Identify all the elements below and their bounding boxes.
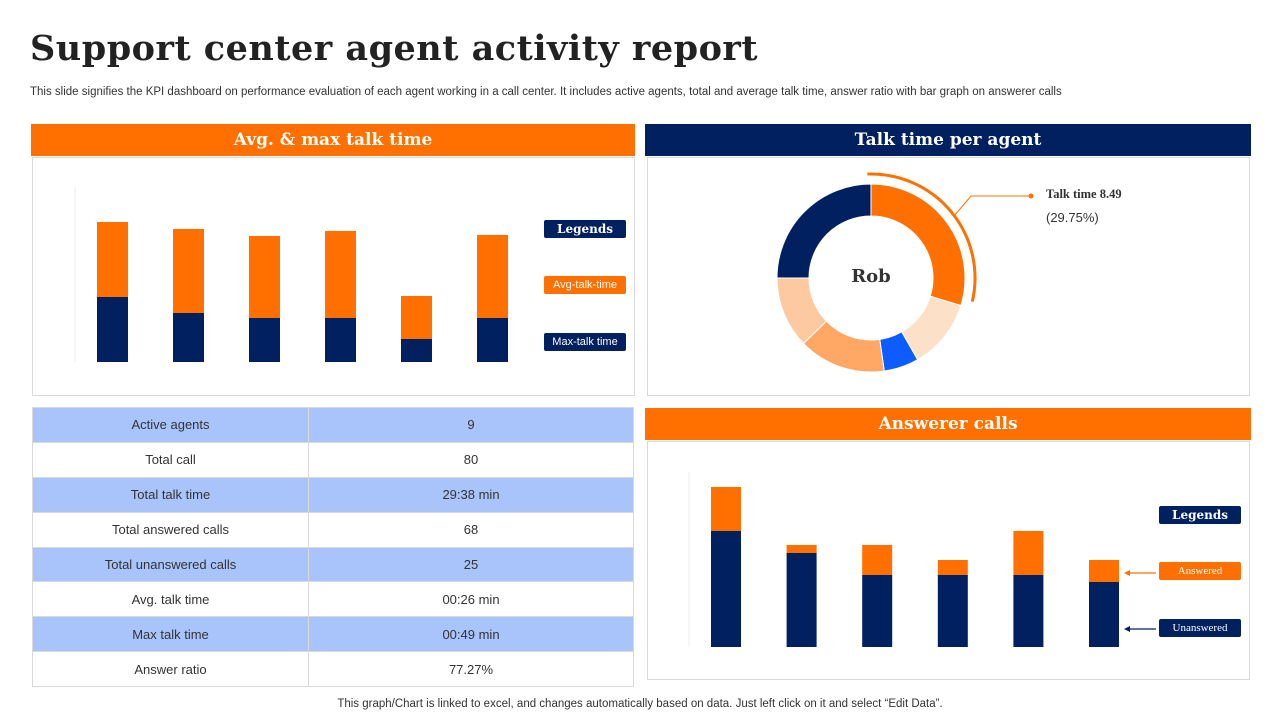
bar-max-talk-time bbox=[325, 318, 356, 362]
kpi-label: Max talk time bbox=[32, 616, 309, 653]
table-row: Total unanswered calls 25 bbox=[32, 546, 634, 583]
avg-max-panel: Legends Avg-talk-time Max-talk time bbox=[32, 157, 635, 396]
bar-max-talk-time bbox=[401, 339, 432, 362]
bar-unanswered bbox=[937, 575, 968, 647]
talk-time-panel: Rob Talk time 8.49 (29.75%) bbox=[647, 157, 1250, 396]
legend-title: Legends bbox=[544, 220, 626, 238]
bar-unanswered bbox=[786, 553, 817, 647]
table-row: Total call 80 bbox=[32, 441, 634, 478]
callout-label: Talk time 8.49 bbox=[1046, 187, 1122, 201]
highlight-arc bbox=[867, 172, 977, 302]
bar-max-talk-time bbox=[97, 297, 128, 362]
bar-avg-talk-time bbox=[173, 229, 204, 313]
kpi-value: 29:38 min bbox=[308, 476, 634, 513]
bar-answered bbox=[786, 545, 817, 553]
donut-slice bbox=[776, 183, 872, 279]
kpi-value: 77.27% bbox=[308, 651, 634, 688]
answerer-chart bbox=[688, 472, 1156, 647]
kpi-label: Total answered calls bbox=[32, 511, 309, 548]
bar-answered bbox=[937, 560, 968, 575]
table-row: Answer ratio 77.27% bbox=[32, 651, 634, 688]
kpi-value: 00:26 min bbox=[308, 581, 634, 618]
bar-max-talk-time bbox=[477, 318, 508, 362]
answerer-panel: Legends Answered Unanswered bbox=[647, 441, 1250, 680]
kpi-table: Active agents 9 Total call 80 Total talk tim… bbox=[32, 407, 634, 688]
table-row: Avg. talk time 00:26 min bbox=[32, 581, 634, 618]
kpi-value: 80 bbox=[308, 441, 634, 478]
table-row: Total answered calls 68 bbox=[32, 511, 634, 548]
bar-avg-talk-time bbox=[325, 231, 356, 318]
bar-unanswered bbox=[711, 531, 741, 647]
arrow-head-icon bbox=[1124, 626, 1130, 632]
bar-answered bbox=[711, 487, 741, 531]
legend-title: Legends bbox=[1159, 506, 1241, 524]
bar-unanswered bbox=[1013, 575, 1044, 647]
kpi-label: Avg. talk time bbox=[32, 581, 309, 618]
avg-max-header: Avg. & max talk time bbox=[31, 124, 635, 156]
talk-time-header: Talk time per agent bbox=[645, 124, 1251, 156]
page-title: Support center agent activity report bbox=[30, 28, 759, 69]
bar-avg-talk-time bbox=[97, 222, 128, 297]
bar-max-talk-time bbox=[249, 318, 280, 362]
answerer-header: Answerer calls bbox=[645, 408, 1251, 440]
kpi-value: 25 bbox=[308, 546, 634, 583]
bar-unanswered bbox=[1089, 582, 1119, 647]
donut-chart bbox=[776, 172, 1034, 373]
kpi-label: Active agents bbox=[32, 407, 309, 443]
kpi-label: Total unanswered calls bbox=[32, 546, 309, 583]
bar-answered bbox=[1089, 560, 1119, 582]
donut-center-label: Rob bbox=[851, 266, 891, 287]
kpi-label: Answer ratio bbox=[32, 651, 309, 688]
callout-dot bbox=[1028, 193, 1034, 199]
kpi-label: Total call bbox=[32, 441, 309, 478]
kpi-value: 00:49 min bbox=[308, 616, 634, 653]
table-row: Max talk time 00:49 min bbox=[32, 616, 634, 653]
callout-line bbox=[953, 195, 1031, 217]
arrow-head-icon bbox=[1124, 570, 1130, 576]
bar-avg-talk-time bbox=[477, 235, 508, 318]
bar-max-talk-time bbox=[173, 313, 204, 362]
legend-unanswered: Unanswered bbox=[1159, 619, 1241, 637]
bar-answered bbox=[862, 545, 893, 575]
kpi-value: 68 bbox=[308, 511, 634, 548]
bar-avg-talk-time bbox=[401, 296, 432, 339]
footer-note: This graph/Chart is linked to excel, and… bbox=[337, 698, 943, 710]
donut-slice bbox=[870, 183, 966, 307]
kpi-value: 9 bbox=[308, 407, 634, 443]
avg-max-chart bbox=[74, 187, 508, 362]
bar-avg-talk-time bbox=[249, 236, 280, 318]
bar-unanswered bbox=[862, 575, 893, 647]
table-row: Active agents 9 bbox=[32, 407, 634, 443]
legend-answered: Answered bbox=[1159, 562, 1241, 580]
bar-answered bbox=[1013, 531, 1044, 575]
legend-max: Max-talk time bbox=[544, 333, 626, 351]
kpi-label: Total talk time bbox=[32, 476, 309, 513]
callout-percent: (29.75%) bbox=[1046, 210, 1099, 225]
page-subtitle: This slide signifies the KPI dashboard o… bbox=[30, 86, 1062, 98]
legend-avg: Avg-talk-time bbox=[544, 276, 626, 294]
table-row: Total talk time 29:38 min bbox=[32, 476, 634, 513]
